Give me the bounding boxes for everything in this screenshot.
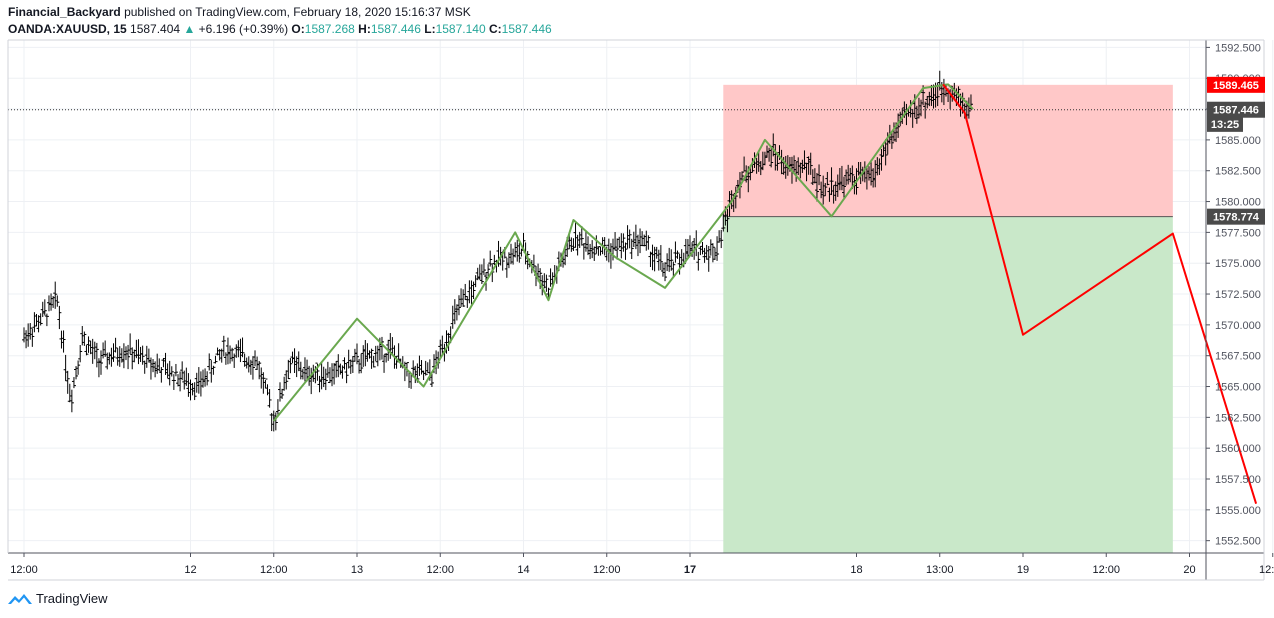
- high-value: 1587.446: [370, 22, 421, 36]
- x-tick-label: 12:00: [593, 564, 621, 576]
- zigzag-line: [272, 83, 974, 422]
- low-label: L:: [424, 22, 436, 36]
- x-tick-label: 12:00: [260, 564, 288, 576]
- open-label: O:: [291, 22, 305, 36]
- symbol-label: OANDA:XAUUSD, 15: [8, 22, 127, 36]
- y-tick-label: 1567.500: [1215, 351, 1261, 363]
- y-tick-label: 1577.500: [1215, 227, 1261, 239]
- y-tick-label: 1592.500: [1215, 42, 1261, 54]
- y-tick-label: 1555.000: [1215, 505, 1261, 517]
- x-tick-label: 12:00: [1092, 564, 1120, 576]
- y-tick-label: 1582.500: [1215, 166, 1261, 178]
- stop-loss-zone: [723, 84, 1173, 217]
- y-tick-label: 1570.000: [1215, 320, 1261, 332]
- x-tick-label: 12:00: [426, 564, 454, 576]
- y-tick-label: 1552.500: [1215, 536, 1261, 548]
- last-price: 1587.404: [130, 22, 181, 36]
- low-value: 1587.140: [435, 22, 486, 36]
- y-tick-label: 1560.000: [1215, 443, 1261, 455]
- y-tick-label: 1557.500: [1215, 474, 1261, 486]
- price-label-box: [1207, 208, 1265, 225]
- projection-line: [942, 83, 1258, 504]
- y-tick-label: 1585.000: [1215, 135, 1261, 147]
- price-change: +6.196 (+0.39%): [198, 22, 289, 36]
- x-tick-label: 12: [184, 564, 196, 576]
- high-label: H:: [358, 22, 371, 36]
- price-label: 1578.774: [1213, 212, 1260, 224]
- position-tool: [723, 84, 1173, 553]
- ohlc-bars: [22, 70, 973, 432]
- tradingview-brand[interactable]: TradingView: [36, 591, 108, 606]
- y-tick-label: 1565.000: [1215, 382, 1261, 394]
- price-label-box: [1207, 115, 1243, 132]
- x-tick-label: 12:00: [10, 564, 38, 576]
- drawing-lines: [8, 83, 1258, 504]
- publish-info: Financial_Backyard published on TradingV…: [8, 5, 471, 19]
- close-label: C:: [488, 22, 502, 36]
- published-text: published on TradingView.com, February 1…: [120, 5, 471, 19]
- take-profit-zone: [723, 216, 1173, 553]
- y-tick-label: 1580.000: [1215, 197, 1261, 209]
- up-arrow-icon: ▲: [183, 22, 196, 36]
- y-tick-label: 1562.500: [1215, 412, 1261, 424]
- open-value: 1587.268: [304, 22, 355, 36]
- price-label-box: [1207, 76, 1265, 93]
- price-label: 1589.465: [1213, 80, 1259, 92]
- x-tick-label: 13:00: [926, 564, 954, 576]
- price-label: 13:25: [1211, 119, 1239, 131]
- ohlc-legend: OANDA:XAUUSD, 15 1587.404 ▲ +6.196 (+0.3…: [8, 22, 552, 36]
- y-tick-label: 1575.000: [1215, 258, 1261, 270]
- close-value: 1587.446: [501, 22, 552, 36]
- y-tick-label: 1572.500: [1215, 289, 1261, 301]
- x-tick-label: 12:00: [1259, 564, 1274, 576]
- price-label: 1587.446: [1213, 105, 1259, 117]
- x-tick-label: 20: [1183, 564, 1195, 576]
- chart-axes: 1592.5001590.0001587.5001585.0001582.500…: [7, 39, 1274, 581]
- footer: TradingView: [8, 591, 108, 606]
- author-name[interactable]: Financial_Backyard: [8, 5, 121, 19]
- price-label-box: [1207, 101, 1265, 118]
- x-tick-label: 19: [1017, 564, 1029, 576]
- x-tick-label: 13: [351, 564, 363, 576]
- tradingview-logo-icon[interactable]: [8, 592, 32, 606]
- x-tick-label: 17: [684, 564, 696, 576]
- x-tick-label: 18: [850, 564, 862, 576]
- x-tick-label: 14: [517, 564, 529, 576]
